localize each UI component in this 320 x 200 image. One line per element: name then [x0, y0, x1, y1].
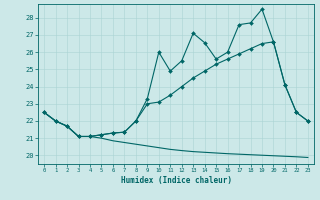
- X-axis label: Humidex (Indice chaleur): Humidex (Indice chaleur): [121, 176, 231, 185]
